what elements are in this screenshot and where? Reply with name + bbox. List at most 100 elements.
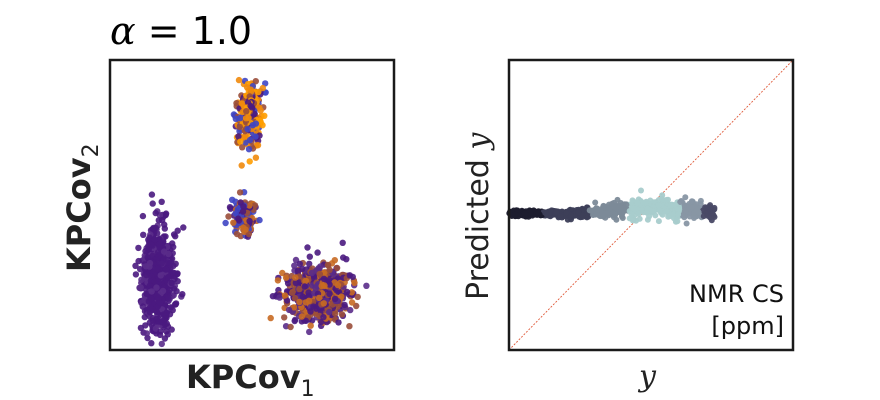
kpcov-point-cluster-4 [236, 123, 243, 131]
kpcov-point-cluster-2 [281, 292, 289, 299]
kpcov-point-cluster-2 [354, 293, 361, 301]
prediction-point [611, 214, 617, 221]
prediction-point [553, 209, 560, 216]
kpcov-point-cluster-4 [238, 162, 245, 169]
kpcov-point-cluster-1 [137, 284, 144, 291]
kpcov-point-cluster-1 [155, 318, 162, 325]
prediction-point [635, 210, 642, 217]
prediction-points [506, 187, 718, 227]
kpcov-point-cluster-4 [237, 138, 244, 145]
kpcov-point-cluster-4 [239, 144, 246, 151]
kpcov-point-cluster-2 [285, 306, 293, 314]
kpcov-point-cluster-2 [287, 323, 294, 331]
kpcov-point-cluster-4 [252, 133, 259, 140]
prediction-point [592, 199, 599, 206]
units-annotation-line2: [ppm] [711, 312, 784, 340]
kpcov-point-cluster-2 [343, 288, 351, 296]
kpcov-point-cluster-2 [348, 299, 356, 306]
title-rest: = 1.0 [136, 9, 252, 53]
x-label-sub: 1 [301, 377, 315, 400]
kpcov-point-cluster-2 [348, 289, 355, 296]
kpcov-point-cluster-4 [235, 133, 242, 140]
x-label-main: KPCov [186, 358, 301, 396]
prediction-point [615, 209, 622, 216]
prediction-point [705, 213, 712, 219]
kpcov-point-cluster-1 [146, 234, 153, 241]
kpcov-point-cluster-2 [318, 318, 325, 326]
kpcov-points [132, 76, 370, 348]
kpcov-point-cluster-1 [141, 313, 148, 321]
kpcov-point-cluster-2 [298, 313, 305, 320]
kpcov-point-cluster-3 [239, 208, 247, 215]
kpcov-point-cluster-1 [147, 304, 154, 311]
kpcov-point-cluster-4 [237, 114, 244, 122]
prediction-scatter-panel: y Predicted y NMR CS [ppm] [461, 58, 795, 394]
kpcov-point-cluster-3 [251, 202, 259, 209]
kpcov-point-cluster-3 [230, 219, 237, 226]
kpcov-point-cluster-1 [170, 231, 178, 238]
kpcov-point-cluster-1 [150, 224, 157, 232]
prediction-point [663, 196, 670, 203]
kpcov-point-cluster-1 [171, 301, 179, 308]
prediction-y-axis-label: Predicted y [461, 132, 496, 300]
kpcov-point-cluster-4 [261, 112, 268, 120]
kpcov-point-cluster-2 [321, 282, 328, 289]
kpcov-point-cluster-4 [245, 114, 252, 122]
kpcov-point-cluster-2 [307, 308, 314, 315]
prediction-point [702, 204, 709, 211]
prediction-point [586, 207, 593, 214]
kpcov-point-cluster-1 [158, 260, 165, 267]
kpcov-x-axis-label: KPCov1 [186, 358, 315, 400]
prediction-point [535, 209, 542, 216]
kpcov-point-cluster-1 [155, 217, 162, 224]
kpcov-point-cluster-2 [299, 293, 306, 300]
kpcov-point-cluster-1 [135, 257, 142, 265]
kpcov-point-cluster-4 [262, 80, 269, 87]
kpcov-point-cluster-1 [160, 311, 167, 318]
kpcov-point-cluster-1 [180, 224, 187, 231]
pred-label-main: Predicted [461, 150, 496, 300]
kpcov-point-cluster-1 [148, 191, 156, 198]
kpcov-y-axis-label: KPCov2 [60, 143, 104, 272]
kpcov-point-cluster-1 [147, 241, 155, 248]
identity-line [508, 59, 794, 351]
kpcov-point-cluster-1 [139, 212, 147, 220]
kpcov-point-cluster-2 [315, 294, 323, 302]
kpcov-point-cluster-1 [158, 340, 165, 348]
kpcov-point-cluster-4 [252, 154, 260, 161]
kpcov-point-cluster-1 [154, 265, 161, 273]
prediction-point [682, 207, 689, 214]
kpcov-point-cluster-2 [306, 260, 313, 267]
title-symbol: α [110, 9, 136, 53]
prediction-point [612, 204, 619, 211]
kpcov-point-cluster-2 [304, 244, 311, 251]
kpcov-point-cluster-4 [244, 126, 251, 133]
kpcov-point-cluster-2 [326, 266, 333, 273]
prediction-x-axis-label: y [637, 359, 657, 394]
prediction-point [563, 210, 570, 217]
kpcov-point-cluster-2 [314, 249, 321, 256]
kpcov-point-cluster-1 [153, 308, 161, 315]
prediction-point [652, 212, 659, 219]
kpcov-point-cluster-1 [159, 287, 167, 295]
kpcov-point-cluster-1 [173, 288, 180, 295]
kpcov-point-cluster-1 [162, 210, 170, 217]
kpcov-point-cluster-2 [302, 317, 309, 324]
kpcov-point-cluster-2 [346, 272, 353, 279]
prediction-point [710, 212, 717, 219]
kpcov-point-cluster-4 [252, 78, 259, 85]
kpcov-point-cluster-1 [140, 231, 147, 238]
prediction-point [567, 212, 574, 219]
kpcov-point-cluster-1 [148, 340, 155, 347]
kpcov-point-cluster-4 [235, 76, 243, 84]
kpcov-point-cluster-1 [149, 200, 156, 207]
kpcov-point-cluster-2 [363, 282, 370, 289]
kpcov-point-cluster-2 [333, 264, 341, 272]
kpcov-point-cluster-4 [243, 108, 250, 115]
kpcov-point-cluster-2 [305, 289, 312, 296]
kpcov-point-cluster-2 [339, 239, 346, 246]
kpcov-point-cluster-1 [135, 244, 142, 252]
chart-title: α = 1.0 [110, 9, 252, 53]
kpcov-point-cluster-1 [157, 272, 164, 279]
kpcov-point-cluster-2 [296, 260, 303, 267]
